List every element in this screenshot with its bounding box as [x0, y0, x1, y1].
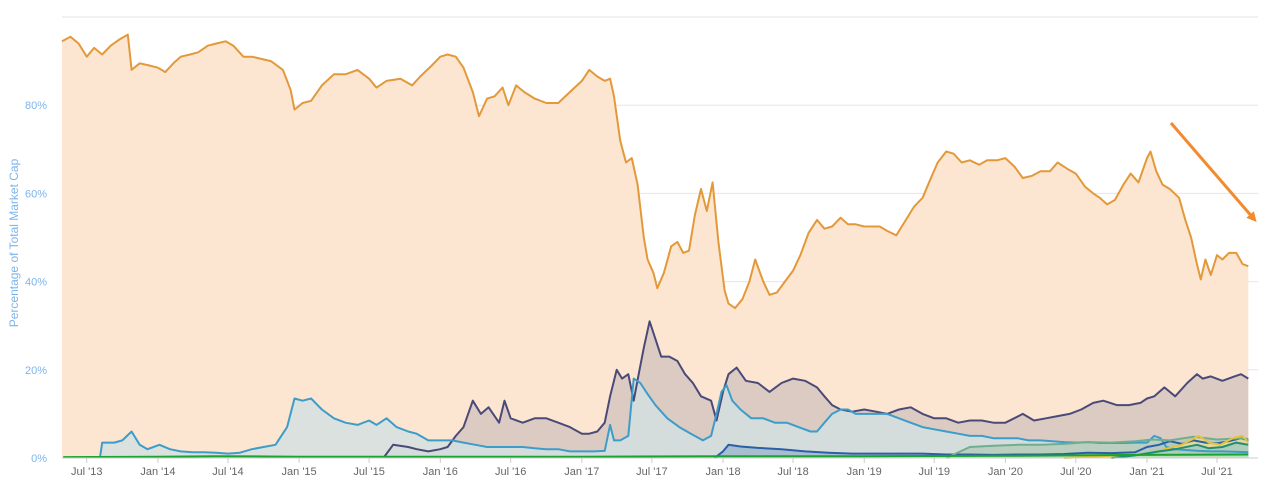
series-line-5 [945, 435, 1249, 459]
series-line-8 [63, 453, 1249, 459]
y-tick-label: 20% [25, 365, 47, 377]
x-axis: Jul '13 Jan '14 Jul '14 Jan '15 Jul '15 Jan '… [62, 457, 1258, 478]
x-tick-label: Jan '15 [282, 466, 317, 478]
x-tick-label: Jan '19 [847, 466, 882, 478]
x-tick-label: Jul '19 [919, 466, 950, 478]
trend-arrow-annotation [1169, 122, 1257, 223]
series-areas [62, 34, 1249, 458]
x-tick-label: Jul '17 [636, 466, 667, 478]
y-tick-label: 60% [25, 188, 47, 200]
x-tick-label: Jul '15 [353, 466, 384, 478]
x-tick-label: Jul '13 [71, 466, 102, 478]
y-tick-label: 80% [25, 100, 47, 112]
x-tick-label: Jul '18 [777, 466, 808, 478]
series-line-2 [382, 320, 1249, 459]
trend-arrow [1169, 122, 1257, 223]
x-tick-label: Jul '14 [212, 466, 243, 478]
series-area-3 [99, 378, 1249, 458]
series-line-3 [98, 377, 1249, 459]
x-tick-label: Jan '16 [423, 466, 458, 478]
y-tick-label: 0% [31, 453, 47, 465]
x-tick-label: Jan '20 [988, 466, 1023, 478]
x-tick-label: Jan '17 [564, 466, 599, 478]
x-tick-label: Jul '20 [1060, 466, 1091, 478]
x-tick-label: Jan '21 [1129, 466, 1164, 478]
x-tick-label: Jul '16 [495, 466, 526, 478]
x-tick-label: Jan '18 [705, 466, 740, 478]
y-axis: 0% 20% 40% 60% 80% [25, 100, 47, 465]
series-area-2 [383, 321, 1249, 458]
series-line-4 [713, 437, 1249, 459]
series-line-1 [61, 33, 1249, 310]
series-area-1 [62, 34, 1249, 458]
y-tick-label: 40% [25, 277, 47, 289]
x-tick-label: Jan '14 [140, 466, 175, 478]
x-tick-label: Jul '21 [1201, 466, 1232, 478]
y-axis-label: Percentage of Total Market Cap [7, 158, 21, 327]
series-lines [61, 33, 1250, 459]
